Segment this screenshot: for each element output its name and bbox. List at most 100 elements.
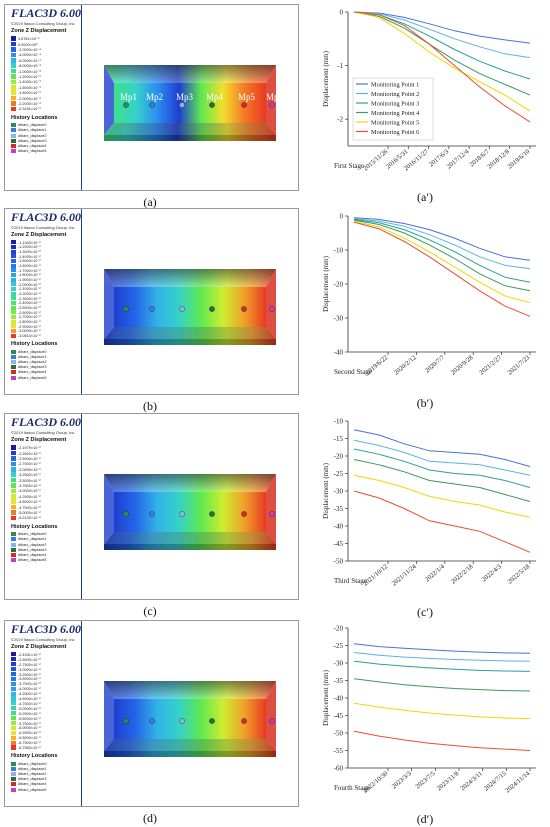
history-swatch xyxy=(11,128,16,133)
flac3d-panel: FLAC3D 6.00 ©2019 Itasca Consulting Group… xyxy=(4,208,299,395)
legend-entry: -3.0000×10⁻² xyxy=(11,667,41,672)
history-swatch xyxy=(11,149,16,154)
legend-value: -2.2500×10⁻² xyxy=(18,451,41,456)
history-title: History Locations xyxy=(11,523,58,530)
legend-value: -6.7583×10⁻² xyxy=(18,746,41,751)
legend-entry: -4.5000×10⁻² xyxy=(11,696,41,701)
legend-entry: -2.7000×10⁻² xyxy=(11,315,41,319)
legend-entry: -1.6000×10⁻² xyxy=(11,263,41,268)
model-right-wall xyxy=(266,474,276,544)
monitoring-point-marker xyxy=(269,102,275,108)
history-swatch xyxy=(11,349,16,354)
legend-entry: -4.7500×10⁻² xyxy=(11,701,41,706)
legend-swatch xyxy=(11,305,16,310)
model-front-shade xyxy=(104,739,276,751)
legend-entry: -2.4331×10⁻² xyxy=(11,652,41,657)
legend-title: Zone Z Displacement xyxy=(11,437,67,443)
legend-entry: -1.5000×10⁻² xyxy=(11,259,41,263)
legend-swatch xyxy=(11,63,16,68)
series-line-3 xyxy=(353,660,531,672)
legend-value: -4.5000×10⁻² xyxy=(18,500,41,505)
legend-swatch xyxy=(11,254,16,259)
legend-swatch xyxy=(11,57,16,63)
y-tick-label: 0 xyxy=(340,9,344,17)
monitoring-point-marker xyxy=(269,306,275,312)
model-floor xyxy=(114,699,266,739)
chart-caption: (c′) xyxy=(417,605,433,619)
history-label: dibarx_displace5 xyxy=(18,558,47,563)
history-label: dibarx_displace0 xyxy=(18,349,47,354)
monitoring-point-label: Mp2 xyxy=(146,92,163,102)
legend-value: -3.0000×10⁻² xyxy=(18,467,41,472)
legend-swatch xyxy=(11,483,16,488)
legend-swatch xyxy=(11,510,16,515)
history-entry: dibarx_displace0 xyxy=(11,761,47,766)
legend-swatch xyxy=(11,493,16,499)
legend-swatch xyxy=(11,301,16,305)
legend-entry: -3.0614×10⁻² xyxy=(11,333,41,338)
legend-entry: -4.5000×10⁻² xyxy=(11,499,41,504)
x-tick-label: 2023/3/3 xyxy=(391,770,413,790)
legend-entry: -2.7500×10⁻² xyxy=(11,461,41,466)
monitoring-point-marker xyxy=(209,102,215,108)
model-front-face xyxy=(104,327,276,339)
legend-value: -1.2000×10⁻² xyxy=(18,245,41,250)
legend-entry: -1.7000×10⁻² xyxy=(11,268,41,273)
flac3d-panel: FLAC3D 6.00 ©2019 Itasca Consulting Group… xyxy=(4,4,299,191)
x-tick-label: 2024/3/11 xyxy=(459,770,484,792)
y-tick-label: 0 xyxy=(340,213,344,221)
y-tick-label: -30 xyxy=(334,315,344,323)
legend-value: -2.4000×10⁻² xyxy=(18,301,41,306)
history-entry: dibarx_displace4 xyxy=(11,370,47,375)
legend-entry: -2.2000×10⁻² xyxy=(11,291,41,296)
legend-value: -5.2132×10⁻² xyxy=(18,516,41,521)
legend-value: -2.3151×10⁻³ xyxy=(18,107,41,112)
series-line-3 xyxy=(353,218,531,283)
y-tick-label: -20 xyxy=(334,281,344,289)
y-tick-label: -45 xyxy=(334,540,344,548)
model-left-wall xyxy=(104,474,114,544)
x-tick-label: 2023/7/5 xyxy=(414,770,436,790)
legend-swatch xyxy=(11,735,16,740)
legend-entry: -3.0000×10⁻² xyxy=(11,329,41,333)
legend-label: Monitoring Point 1 xyxy=(371,82,419,89)
legend-value: -3.5000×10⁻² xyxy=(18,478,41,483)
history-swatch xyxy=(11,375,16,380)
legend-value: -2.2000×10⁻² xyxy=(18,292,41,297)
legend-swatch xyxy=(11,282,16,287)
legend-value: 0.0000×10⁰ xyxy=(18,42,38,47)
legend-value: -1.6000×10⁻² xyxy=(18,264,41,269)
model-front-edge xyxy=(104,135,276,141)
monitoring-point-marker xyxy=(209,511,215,517)
history-label: dibarx_displace3 xyxy=(18,777,47,782)
legend-value: -4.5000×10⁻² xyxy=(18,697,41,702)
legend-entry: -4.2500×10⁻² xyxy=(11,493,41,499)
legend-value: -5.5000×10⁻² xyxy=(18,716,41,721)
history-swatch xyxy=(11,558,16,563)
history-title: History Locations xyxy=(11,341,58,347)
history-swatch xyxy=(11,542,16,547)
monitoring-point-label: Mp1 xyxy=(120,92,137,102)
history-label: dibarx_displace1 xyxy=(18,128,47,133)
series-line-2 xyxy=(353,11,531,59)
history-label: dibarx_displace4 xyxy=(18,143,47,148)
legend-swatch xyxy=(11,333,16,338)
y-tick-label: -1 xyxy=(337,62,343,70)
legend-swatch xyxy=(11,101,16,106)
copyright-text: ©2019 Itasca Consulting Group, Inc. xyxy=(11,637,76,642)
legend-value: -2.7500×10⁻² xyxy=(18,662,41,667)
legend-swatch xyxy=(11,662,16,667)
y-axis-label: Displacement (mm) xyxy=(322,462,330,518)
legend-swatch xyxy=(11,324,16,329)
legend-entry: -6.7500×10⁻² xyxy=(11,740,41,745)
legend-value: -3.0614×10⁻² xyxy=(18,334,41,339)
legend-value: -3.5000×10⁻² xyxy=(18,677,41,682)
legend-column xyxy=(5,209,82,394)
y-tick-label: -40 xyxy=(334,523,344,531)
legend-column xyxy=(5,621,82,806)
history-swatch xyxy=(11,143,16,148)
legend-swatch xyxy=(11,706,16,711)
y-axis-label: Displacement (mm) xyxy=(322,50,330,106)
monitoring-point-label: Mp6 xyxy=(266,92,284,102)
history-label: dibarx_displace2 xyxy=(18,359,47,364)
